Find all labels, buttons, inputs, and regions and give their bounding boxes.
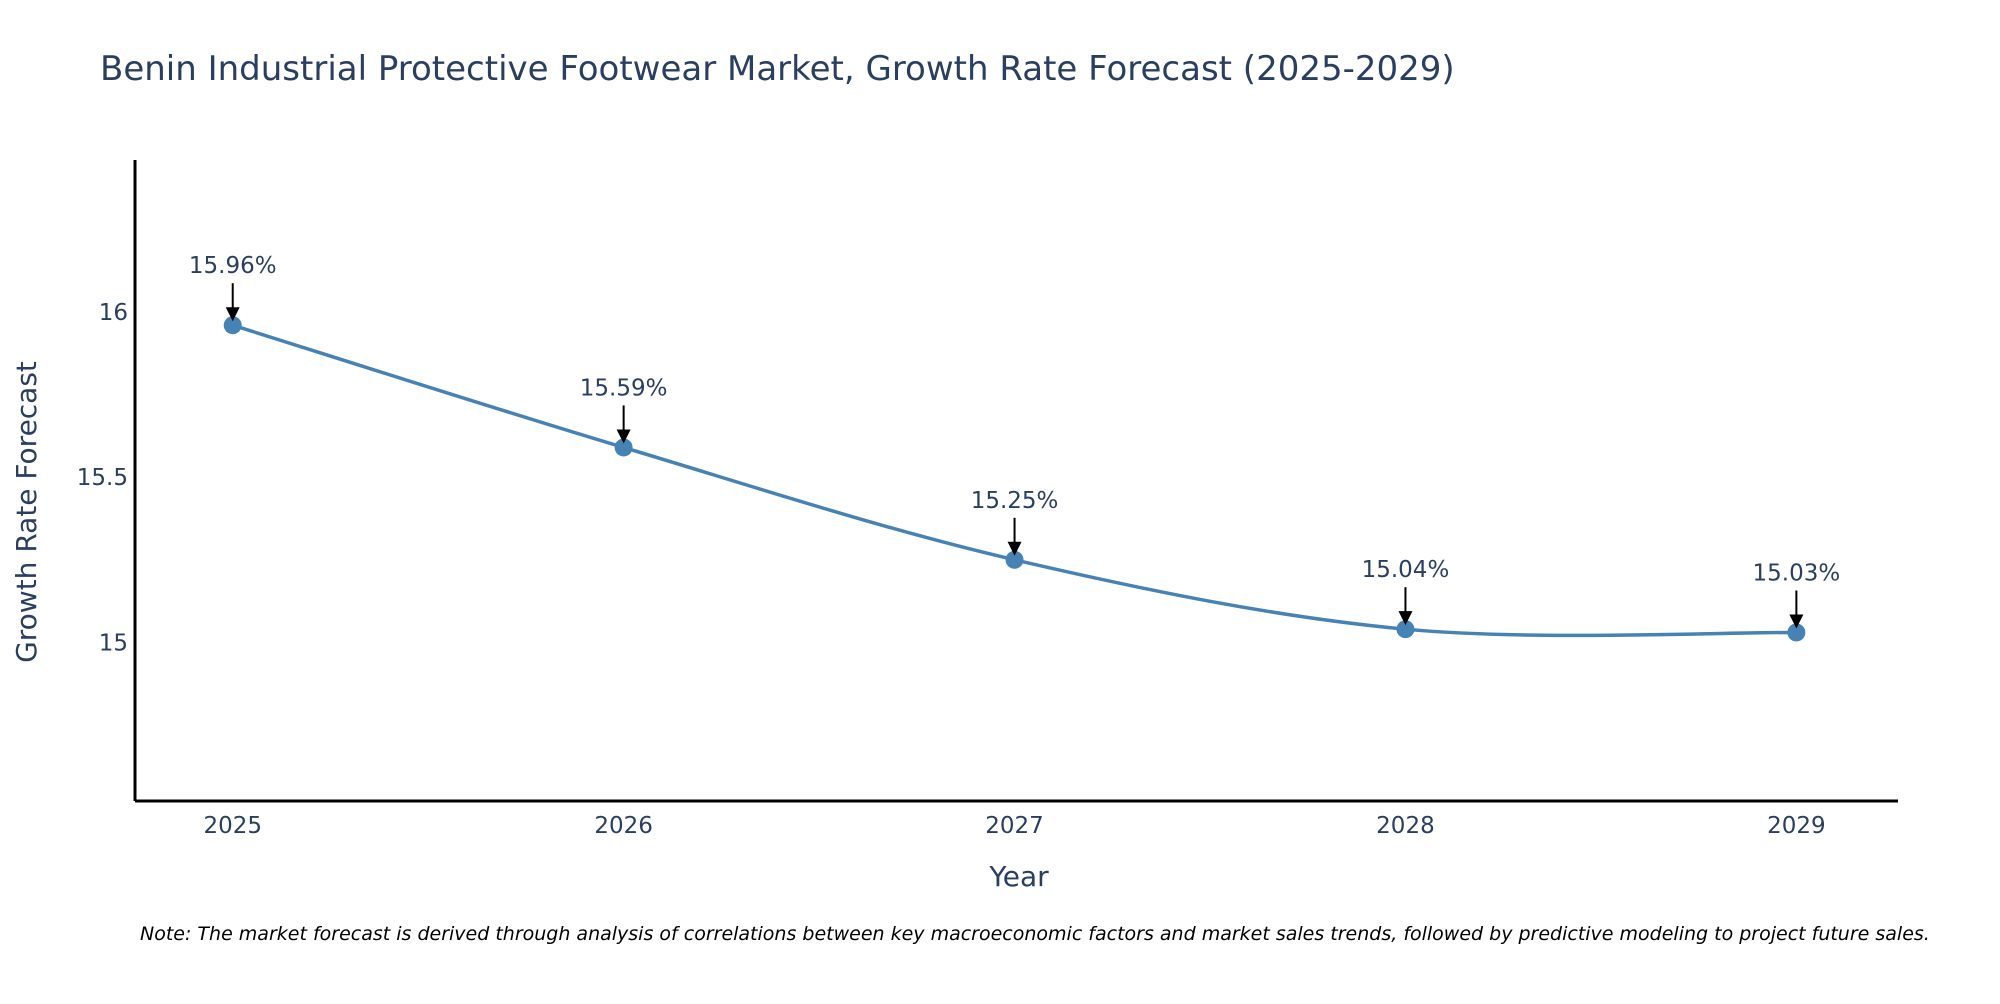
series-line <box>232 323 1797 638</box>
data-point <box>1396 620 1415 639</box>
data-label-annotations: 15.96% 15.59% 15.25% 15.04% 15.03% <box>189 253 1841 629</box>
x-tick-label: 2026 <box>594 813 653 839</box>
annotation-arrowhead <box>1789 614 1804 629</box>
annotation-arrowhead <box>225 307 240 322</box>
y-tick-label: 16 <box>99 300 128 326</box>
axes <box>133 160 1898 803</box>
data-label: 15.03% <box>1753 560 1841 586</box>
series-growth-rate <box>223 316 1806 642</box>
data-label: 15.59% <box>580 375 668 401</box>
y-tick-label: 15 <box>99 630 128 656</box>
data-label: 15.96% <box>189 253 277 279</box>
x-axis-ticks: 2025 2026 2027 2028 2029 <box>203 813 1825 839</box>
y-axis-ticks: 15 15.5 16 <box>77 300 128 656</box>
data-point <box>223 316 242 335</box>
annotation-arrowhead <box>1398 611 1413 626</box>
chart-title: Benin Industrial Protective Footwear Mar… <box>100 49 1455 89</box>
annotation-arrowhead <box>616 429 631 444</box>
x-tick-label: 2028 <box>1376 813 1435 839</box>
x-tick-label: 2025 <box>203 813 262 839</box>
data-label: 15.25% <box>971 488 1059 514</box>
data-point <box>1787 623 1806 642</box>
annotation-arrowhead <box>1007 541 1022 556</box>
x-tick-label: 2027 <box>985 813 1044 839</box>
data-point <box>1005 550 1024 569</box>
data-label: 15.04% <box>1362 557 1450 583</box>
y-axis-title: Growth Rate Forecast <box>10 361 43 663</box>
x-tick-label: 2029 <box>1767 813 1826 839</box>
data-point <box>614 438 633 457</box>
x-axis-title: Year <box>988 860 1049 893</box>
y-tick-label: 15.5 <box>77 465 128 491</box>
footnote: Note: The market forecast is derived thr… <box>140 923 1930 945</box>
